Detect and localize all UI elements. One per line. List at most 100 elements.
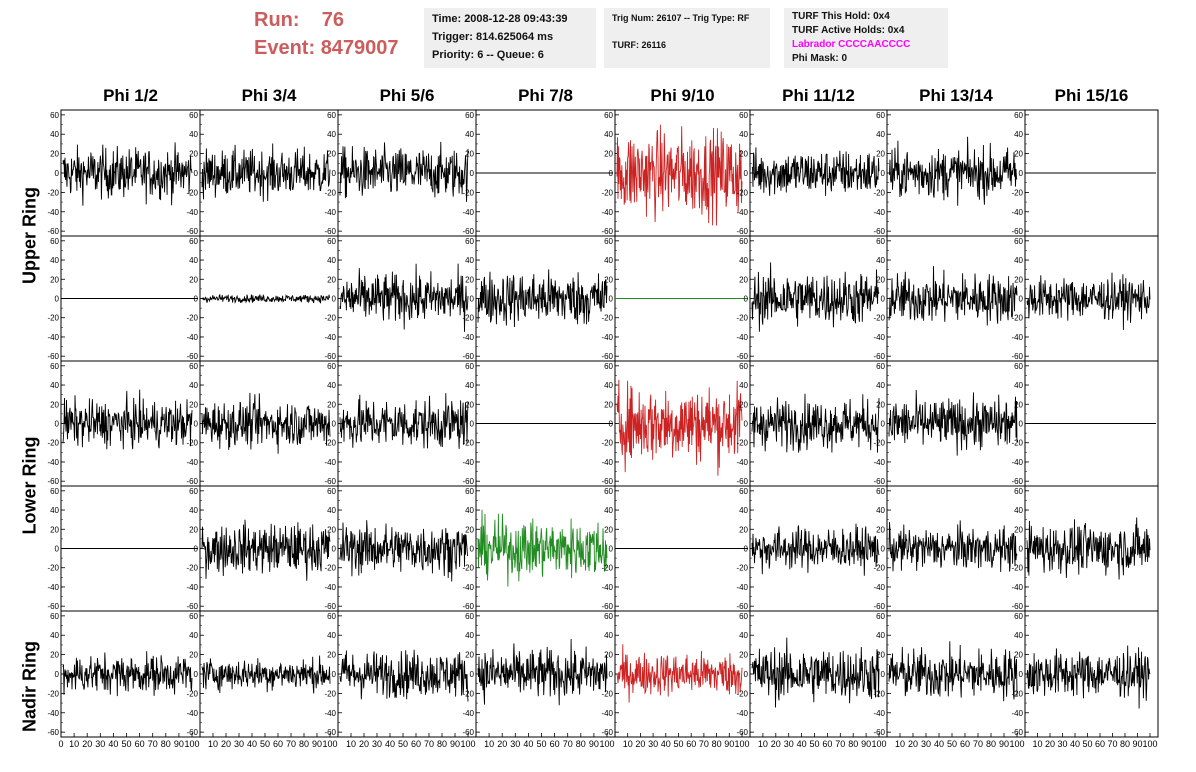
waveform-panel-r4-c7: 60 40 20 0 -20 -40 -60	[873, 485, 1026, 612]
y-tick-label: -20	[462, 689, 474, 698]
x-tick-label: 80	[299, 739, 309, 749]
y-tick-label: -40	[873, 333, 885, 342]
y-tick-label: -40	[601, 333, 613, 342]
waveform-panel-r4-c3: 60 40 20 0 -20 -40 -60	[324, 485, 477, 612]
y-tick-label: 60	[327, 362, 336, 371]
y-tick-label: -20	[736, 188, 748, 197]
x-tick-label: 90	[724, 739, 734, 749]
y-tick-label: 20	[604, 275, 613, 284]
y-tick-label: -20	[736, 689, 748, 698]
y-tick-label: -60	[47, 602, 59, 611]
y-tick-label: -40	[47, 709, 59, 718]
y-tick-label: 0	[55, 295, 60, 304]
waveform-panel-r2-c6: 60 40 20 0 -20 -40 -60	[736, 235, 888, 362]
y-tick-label: 0	[332, 670, 337, 679]
y-tick-label: 40	[50, 631, 59, 640]
y-tick-label: 0	[332, 545, 337, 554]
x-tick-label: 70	[1107, 739, 1117, 749]
y-tick-label: -60	[736, 352, 748, 361]
y-tick-label: 0	[881, 169, 886, 178]
y-tick-label: 40	[739, 256, 748, 265]
y-tick-label: 20	[465, 150, 474, 159]
y-tick-label: 60	[604, 487, 613, 496]
waveform-panel-r4-c5: 60 40 20 0 -20 -40 -60	[601, 485, 751, 612]
x-tick-label: 10	[895, 739, 905, 749]
waveform-panel-r2-c8: 60 40 20 0 -20 -40 -60	[1011, 235, 1159, 362]
y-tick-label: 60	[465, 237, 474, 246]
x-tick-label: 70	[699, 739, 709, 749]
x-tick-label: 80	[986, 739, 996, 749]
time-info-box: Time: 2008-12-28 09:43:39 Trigger: 814.6…	[424, 8, 596, 68]
y-tick-label: 60	[50, 487, 59, 496]
y-tick-label: 0	[609, 295, 614, 304]
y-tick-label: 60	[1014, 487, 1023, 496]
x-tick-label: 80	[1120, 739, 1130, 749]
waveform-trace	[616, 644, 743, 703]
y-tick-label: 0	[1019, 295, 1024, 304]
y-tick-label: 60	[739, 362, 748, 371]
y-tick-label: -40	[324, 208, 336, 217]
x-tick-label: 60	[273, 739, 283, 749]
y-tick-label: -20	[186, 188, 198, 197]
y-tick-label: 40	[50, 256, 59, 265]
y-tick-label: -60	[462, 728, 474, 737]
y-tick-label: -60	[186, 227, 198, 236]
waveform-panel-r3-c3: 60 40 20 0 -20 -40 -60	[324, 360, 477, 487]
waveform-panel-r3-c4: 60 40 20 0 -20 -40 -60	[462, 360, 616, 487]
y-tick-label: 40	[465, 631, 474, 640]
waveform-panel-r2-c5: 60 40 20 0 -20 -40 -60	[601, 235, 751, 362]
waveform-panel-r3-c7: 60 40 20 0 -20 -40 -60	[873, 360, 1026, 487]
y-tick-label: 40	[739, 506, 748, 515]
y-tick-label: 60	[876, 487, 885, 496]
y-tick-label: 40	[876, 381, 885, 390]
y-tick-label: -40	[324, 333, 336, 342]
y-tick-label: 20	[604, 400, 613, 409]
y-tick-label: 20	[739, 525, 748, 534]
waveform-trace	[888, 641, 1018, 702]
y-tick-label: -60	[186, 728, 198, 737]
column-header-4: Phi 7/8	[518, 86, 573, 105]
y-tick-label: 40	[739, 631, 748, 640]
y-tick-label: 60	[876, 612, 885, 621]
y-tick-label: -20	[324, 188, 336, 197]
y-tick-label: -40	[462, 709, 474, 718]
waveform-trace	[1026, 517, 1151, 580]
waveform-trace	[201, 293, 331, 304]
labrador-text: Labrador CCCCAACCCC	[792, 39, 911, 50]
y-tick-label: -20	[324, 314, 336, 323]
y-tick-label: 40	[465, 130, 474, 139]
y-tick-label: 60	[739, 111, 748, 120]
run-number: Run: 76	[254, 9, 344, 32]
y-tick-label: 40	[50, 381, 59, 390]
y-tick-label: 20	[327, 150, 336, 159]
y-tick-label: 20	[189, 400, 198, 409]
x-tick-label: 30	[1057, 739, 1067, 749]
y-tick-label: 40	[189, 631, 198, 640]
y-tick-label: -40	[736, 458, 748, 467]
y-tick-label: -40	[186, 583, 198, 592]
y-tick-label: -40	[873, 709, 885, 718]
x-tick-label: 90	[312, 739, 322, 749]
y-tick-label: -20	[47, 564, 59, 573]
y-tick-label: -40	[462, 583, 474, 592]
y-tick-label: 60	[739, 237, 748, 246]
y-tick-label: -20	[47, 314, 59, 323]
y-tick-label: -60	[1011, 352, 1023, 361]
y-tick-label: -60	[324, 602, 336, 611]
waveform-trace	[751, 637, 880, 708]
x-tick-label: 50	[121, 739, 131, 749]
turf-this-hold-text: TURF This Hold: 0x4	[792, 11, 890, 22]
x-tick-label: 10	[346, 739, 356, 749]
y-tick-label: -40	[873, 583, 885, 592]
y-tick-label: 40	[50, 506, 59, 515]
x-tick-label: 10	[758, 739, 768, 749]
y-tick-label: -40	[601, 583, 613, 592]
y-tick-label: 20	[1014, 275, 1023, 284]
waveform-panel-r3-c8: 60 40 20 0 -20 -40 -60	[1011, 360, 1159, 487]
y-tick-label: 60	[465, 612, 474, 621]
x-tick-label: 30	[234, 739, 244, 749]
